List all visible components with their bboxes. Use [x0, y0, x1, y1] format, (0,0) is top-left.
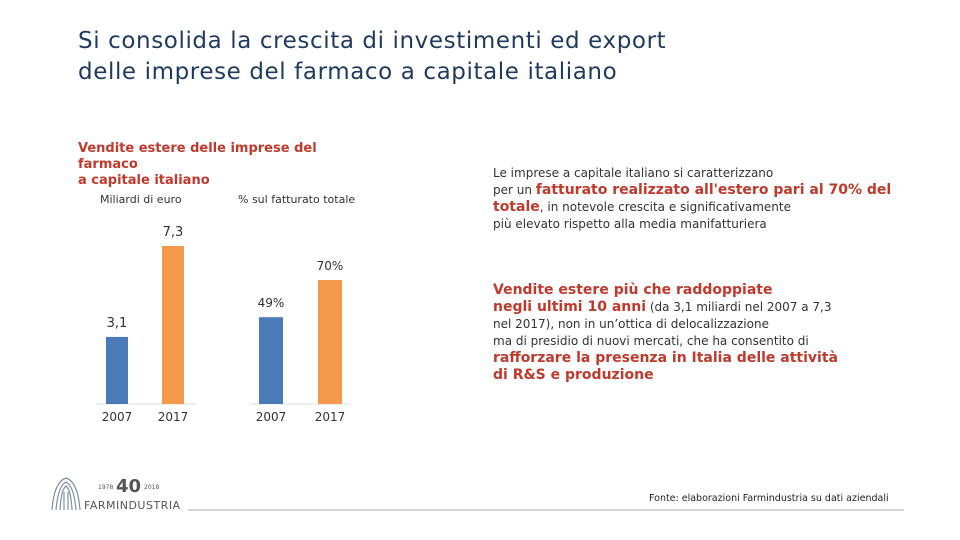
chart-export-values: 3,1 2007 7,3 2017 [96, 225, 196, 424]
chart-export-share: 49% 2007 70% 2017 [250, 259, 350, 424]
p1-text-b: per un [493, 183, 536, 197]
tick-label-2017: 2017 [158, 410, 189, 424]
p1-line-1: Le imprese a capitale italiano si caratt… [493, 166, 774, 180]
bar-2017 [162, 246, 184, 404]
paragraph-growth: Vendite estere più che raddoppiate negli… [493, 282, 838, 384]
logo-name: FARMINDUSTRIA [84, 499, 181, 512]
title-line-1: Si consolida la crescita di investimenti… [78, 28, 667, 54]
logo-mark [51, 477, 81, 511]
bar-2007 [259, 317, 283, 404]
p2-line-3: nel 2017), non in un’ottica di delocaliz… [493, 317, 769, 331]
bar-2017 [318, 280, 342, 404]
page-title: Si consolida la crescita di investimenti… [78, 26, 798, 88]
tick-label-2007: 2007 [256, 410, 287, 424]
farmindustria-logo: 1978 40 2018 FARMINDUSTRIA [48, 472, 188, 520]
p1-line-2: per un fatturato realizzato all'estero p… [493, 182, 891, 199]
data-label-2007: 49% [258, 296, 285, 310]
bar-charts: 3,1 2007 7,3 2017 49% 2007 70% 2017 [96, 225, 350, 424]
p2-highlight-4: di R&S e produzione [493, 367, 654, 383]
chart-heading: Vendite estere delle imprese del farmaco… [78, 141, 378, 189]
chart1-unit-label: Miliardi di euro [100, 193, 182, 206]
data-label-2007: 3,1 [107, 316, 128, 331]
data-label-2017: 7,3 [163, 225, 184, 240]
title-line-2: delle imprese del farmaco a capitale ita… [78, 59, 618, 85]
chart-heading-line-2: a capitale italiano [78, 173, 210, 188]
bar-2007 [106, 336, 128, 404]
p2-text-a: (da 3,1 miliardi nel 2007 a 7,3 [646, 300, 832, 314]
p2-line-2: negli ultimi 10 anni (da 3,1 miliardi ne… [493, 299, 838, 316]
p2-line-4: ma di presidio di nuovi mercati, che ha … [493, 334, 809, 348]
p1-highlight-1: fatturato realizzato all'estero pari al … [535, 182, 892, 198]
data-label-2017: 70% [317, 259, 344, 273]
p2-highlight-1: Vendite estere più che raddoppiate [493, 282, 773, 298]
paragraph-share: Le imprese a capitale italiano si caratt… [493, 165, 891, 233]
logo-year-end: 2018 [144, 484, 160, 491]
tick-label-2017: 2017 [315, 410, 346, 424]
tick-label-2007: 2007 [102, 410, 133, 424]
p1-text-c: , in notevole crescita e significativame… [539, 200, 791, 214]
chart-heading-line-1: Vendite estere delle imprese del farmaco [78, 141, 317, 172]
p2-highlight-2: negli ultimi 10 anni [493, 299, 647, 315]
source-note: Fonte: elaborazioni Farmindustria su dat… [649, 493, 889, 504]
p1-highlight-2: totale [493, 199, 540, 215]
p2-highlight-3: rafforzare la presenza in Italia delle a… [493, 350, 838, 366]
logo-year-start: 1978 [98, 484, 114, 491]
p1-line-4: più elevato rispetto alla media manifatt… [493, 217, 767, 231]
chart2-unit-label: % sul fatturato totale [238, 193, 356, 206]
logo-anniversary: 40 [116, 476, 142, 497]
footer-divider [188, 509, 904, 511]
p1-line-3: totale, in notevole crescita e significa… [493, 199, 891, 216]
